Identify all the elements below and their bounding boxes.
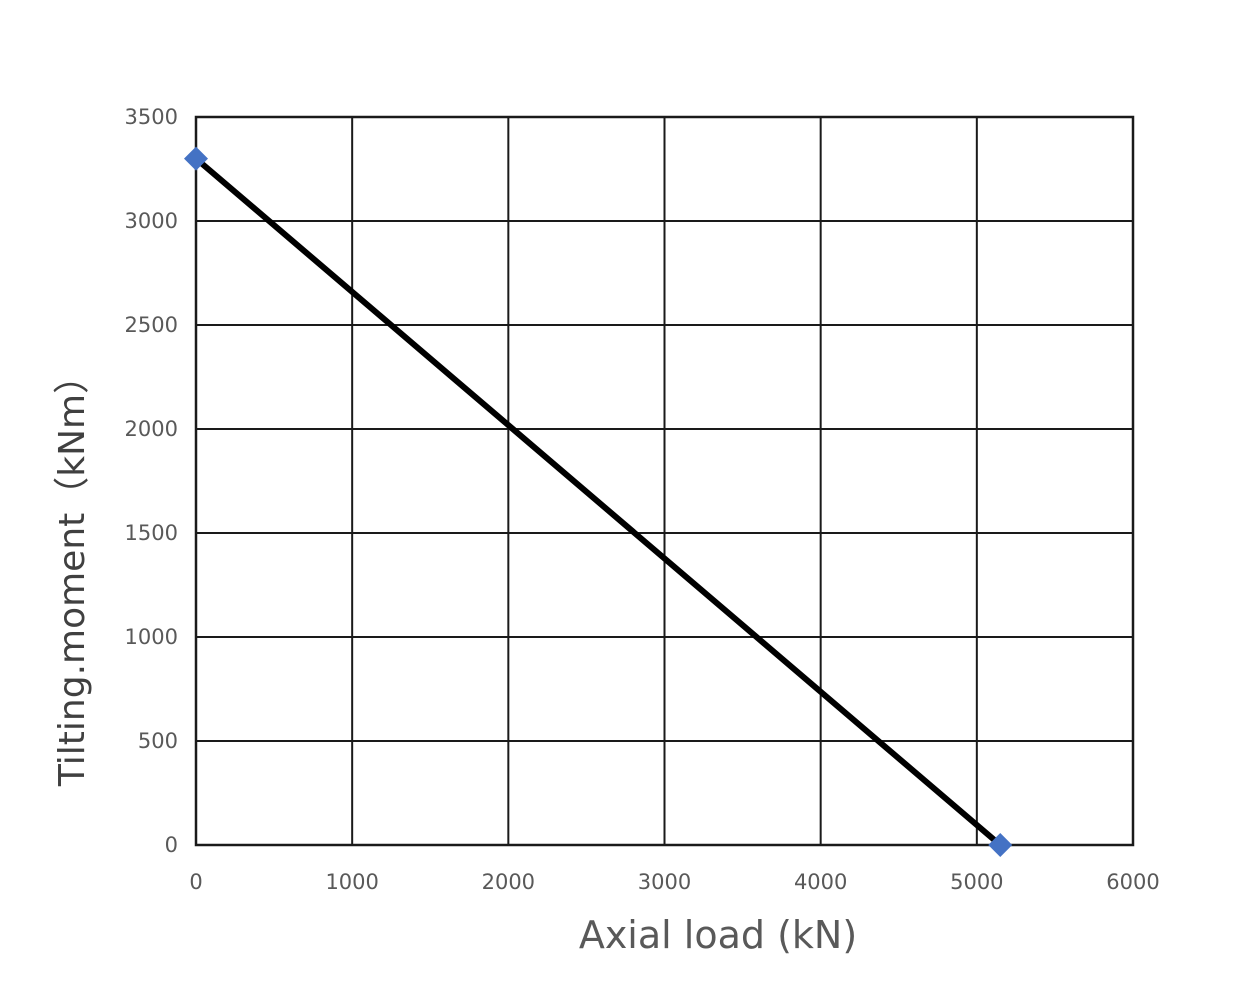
y-tick-label: 1500 [125, 521, 178, 545]
plot-frame [194, 115, 1135, 847]
y-tick-label: 2500 [125, 313, 178, 337]
x-tick-label: 6000 [1106, 870, 1159, 894]
y-tick-label: 2000 [125, 417, 178, 441]
y-tick-label: 3000 [125, 209, 178, 233]
x-tick-label: 2000 [482, 870, 535, 894]
series-line [193, 155, 1004, 848]
x-axis-ticks: 0 1000 2000 3000 4000 5000 6000 [189, 870, 1159, 894]
y-tick-label: 500 [138, 729, 178, 753]
grid [195, 116, 1134, 846]
plot-border [194, 115, 1135, 847]
x-tick-label: 1000 [325, 870, 378, 894]
x-tick-label: 4000 [794, 870, 847, 894]
y-tick-label: 3500 [125, 105, 178, 129]
x-tick-label: 5000 [950, 870, 1003, 894]
x-tick-label: 3000 [638, 870, 691, 894]
x-tick-label: 0 [189, 870, 202, 894]
y-axis-ticks: 0 500 1000 1500 2000 2500 3000 3500 [125, 105, 178, 857]
y-axis-title: Tilting.moment（kNm） [52, 358, 93, 787]
y-tick-label: 1000 [125, 625, 178, 649]
x-axis-title: Axial load (kN) [579, 913, 857, 957]
series [184, 146, 1013, 857]
y-tick-label: 0 [165, 833, 178, 857]
data-point-marker [184, 146, 208, 171]
data-point-marker [988, 833, 1013, 857]
